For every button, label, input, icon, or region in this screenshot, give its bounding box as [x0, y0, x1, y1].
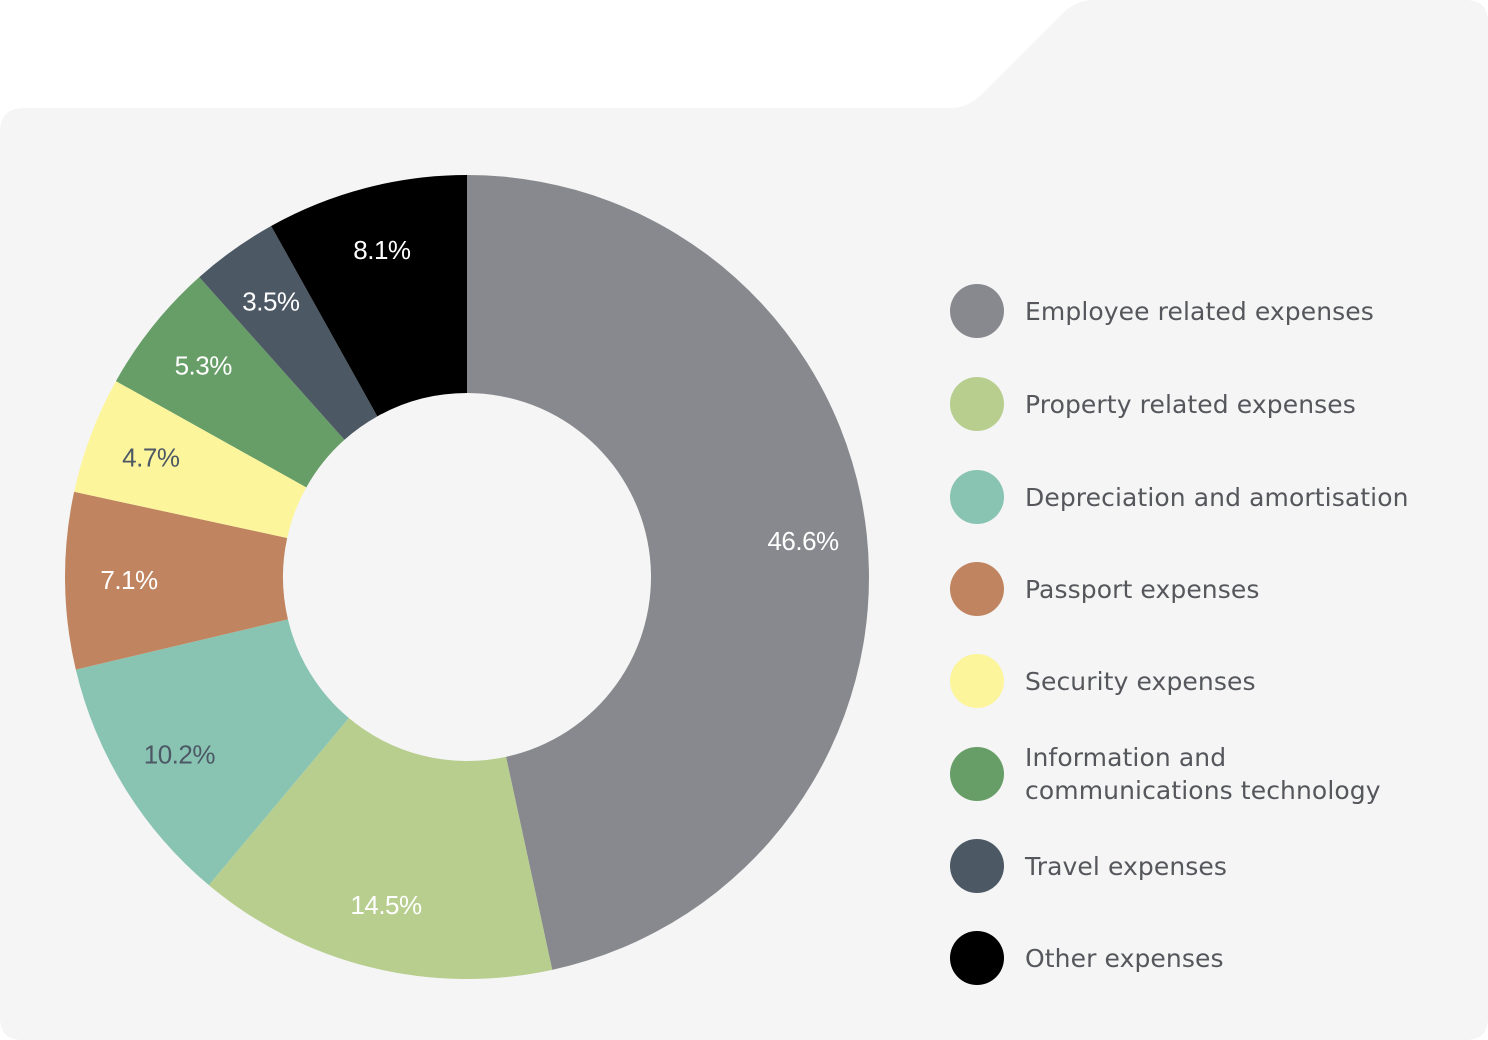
slice-value-label: 14.5% [350, 890, 422, 920]
legend-item: Other expenses [950, 931, 1450, 985]
legend-label: Property related expenses [1025, 389, 1356, 419]
legend-label: Employee related expenses [1025, 296, 1374, 326]
donut-slice-5 [74, 381, 307, 538]
slice-value-label: 7.1% [100, 565, 158, 595]
donut-slice-6 [115, 277, 345, 488]
legend-swatch [950, 284, 1004, 338]
donut-slice-2 [208, 718, 553, 979]
slice-value-label: 5.3% [175, 351, 233, 381]
legend-swatch [950, 839, 1004, 893]
slice-value-label: 3.5% [242, 287, 300, 317]
legend-item: Information and communications technolog… [950, 743, 1450, 805]
legend-item: Security expenses [950, 654, 1450, 708]
donut-slice-4 [65, 491, 288, 670]
legend-label: Security expenses [1025, 666, 1256, 696]
donut-value-labels: 46.6% 14.5% 10.2% 7.1% 4.7% 5.3% 3.5% 8.1% [100, 235, 839, 920]
legend-swatch [950, 654, 1004, 708]
donut-slice-3 [75, 619, 349, 886]
legend-swatch [950, 931, 1004, 985]
legend-item: Passport expenses [950, 562, 1450, 616]
donut-slice-7 [199, 225, 378, 440]
legend-swatch [950, 747, 1004, 801]
legend-item: Property related expenses [950, 377, 1450, 431]
donut-slice-1 [467, 175, 869, 970]
legend-swatch [950, 470, 1004, 524]
legend-label: Passport expenses [1025, 574, 1260, 604]
legend-item: Travel expenses [950, 839, 1450, 893]
donut-slice-8 [271, 175, 467, 417]
legend-item: Employee related expenses [950, 284, 1450, 338]
legend-label: Travel expenses [1025, 851, 1228, 881]
slice-value-label: 10.2% [144, 740, 216, 770]
legend-item: Depreciation and amortisation [950, 470, 1450, 524]
donut-slices [65, 175, 869, 979]
legend-swatch [950, 377, 1004, 431]
legend-swatch [950, 562, 1004, 616]
legend-label: Information and communications technolog… [1025, 743, 1381, 805]
legend-label: Other expenses [1025, 943, 1224, 973]
slice-value-label: 8.1% [353, 235, 411, 265]
slice-value-label: 46.6% [767, 526, 839, 556]
slice-value-label: 4.7% [122, 443, 180, 473]
legend-label: Depreciation and amortisation [1025, 482, 1409, 512]
